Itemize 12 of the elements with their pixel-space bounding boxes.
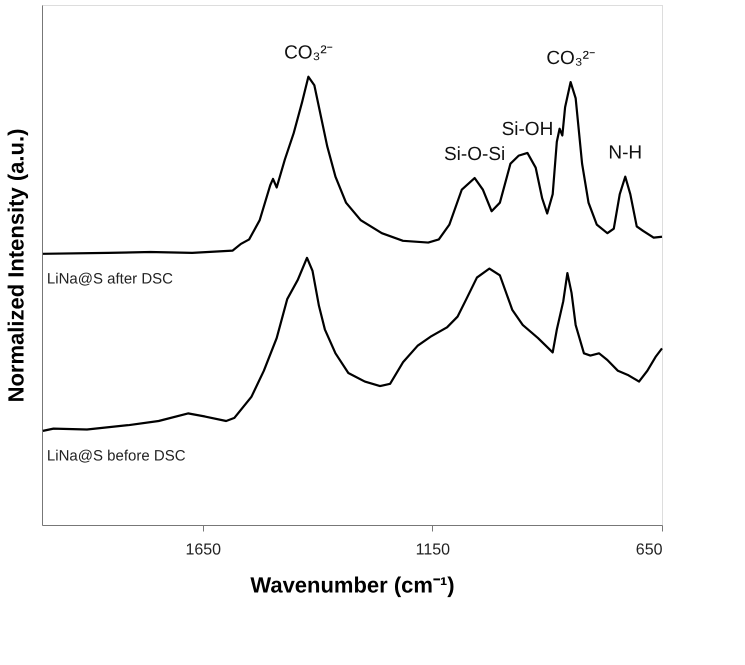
- x-tick-label: 1650: [185, 542, 222, 558]
- y-axis-title: Normalized Intensity (a.u.): [4, 128, 28, 402]
- series-label: LiNa@S before DSC: [46, 448, 186, 465]
- annotation: Si-OH: [502, 118, 554, 140]
- x-tick-label: 650: [636, 542, 663, 558]
- annotation: CO₃²⁻: [284, 42, 333, 64]
- x-tick-label: 1150: [416, 542, 450, 558]
- series-label: LiNa@S after DSC: [46, 270, 174, 288]
- annotation: CO₃²⁻: [546, 48, 595, 70]
- annotation: Si-O-Si: [444, 144, 506, 166]
- x-axis-title: Wavenumber (cm⁻¹): [250, 572, 455, 598]
- annotation: N-H: [608, 142, 642, 164]
